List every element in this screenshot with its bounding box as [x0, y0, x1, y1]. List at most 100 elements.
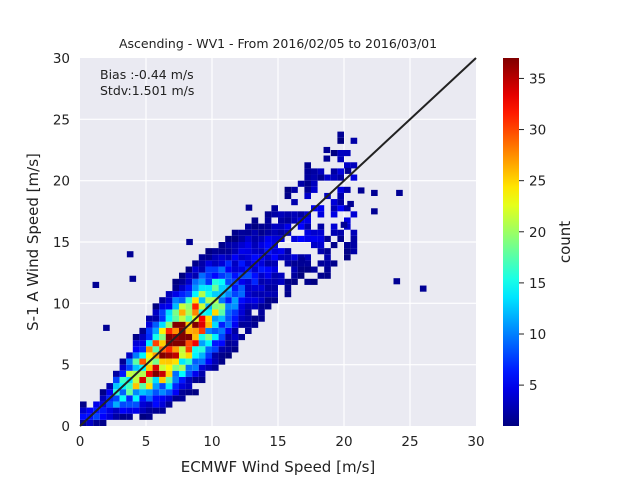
density-cell — [225, 242, 232, 249]
density-cell — [350, 242, 358, 249]
density-cell — [192, 346, 199, 353]
density-cell — [225, 235, 232, 242]
density-cell — [80, 413, 87, 420]
density-cell — [146, 395, 153, 402]
density-cell — [198, 254, 206, 261]
density-cell — [337, 186, 344, 193]
density-cell — [205, 364, 212, 371]
density-cell — [198, 352, 206, 359]
density-cell — [251, 284, 259, 292]
density-cell — [311, 186, 318, 193]
density-cell — [271, 260, 278, 267]
density-cell — [106, 389, 113, 396]
density-cell — [106, 413, 113, 420]
density-cell — [350, 211, 358, 218]
density-cell — [159, 401, 166, 408]
density-cell — [132, 346, 140, 353]
density-cell — [205, 346, 212, 353]
density-cell — [245, 248, 252, 255]
density-cell — [172, 340, 179, 347]
density-cell — [172, 321, 179, 328]
density-cell — [245, 284, 252, 292]
density-cell — [185, 370, 193, 377]
density-cell — [192, 364, 199, 371]
density-cell — [198, 370, 206, 377]
density-cell — [113, 401, 120, 408]
colorbar-ticks: 5 10 15 20 25 30 35 — [519, 71, 546, 394]
density-cell — [251, 254, 259, 261]
density-cell — [330, 199, 338, 206]
density-cell — [324, 248, 331, 255]
density-cell — [350, 229, 358, 236]
density-cell — [139, 327, 146, 334]
density-cell — [139, 334, 146, 341]
density-cell — [245, 327, 252, 334]
density-cell — [264, 303, 272, 310]
density-cell — [99, 419, 107, 426]
density-cell — [218, 248, 226, 255]
density-cell — [106, 401, 113, 408]
density-cell — [231, 315, 239, 322]
density-cell — [225, 303, 232, 310]
density-cell — [159, 297, 166, 304]
density-cell — [330, 174, 338, 181]
density-cell — [304, 254, 311, 261]
density-cell — [344, 186, 351, 193]
density-cell — [271, 278, 278, 285]
density-cell — [185, 291, 193, 298]
density-cell — [119, 395, 127, 402]
density-cell — [119, 413, 127, 420]
density-cell — [126, 383, 133, 390]
density-cell — [165, 401, 173, 408]
density-cell — [212, 309, 219, 316]
density-cell — [139, 340, 146, 347]
density-cell — [80, 401, 87, 408]
outlier-cell — [357, 187, 365, 194]
density-cell — [238, 278, 245, 285]
density-cell — [159, 315, 166, 322]
chart-title: Ascending - WV1 - From 2016/02/05 to 201… — [119, 36, 437, 51]
density-cell — [205, 315, 212, 322]
density-cell — [212, 334, 219, 341]
outlier-cell — [323, 155, 331, 162]
y-tick-label: 0 — [61, 419, 70, 435]
density-cell — [212, 278, 219, 285]
density-cell — [192, 340, 199, 347]
outlier-cell — [396, 189, 403, 196]
density-cell — [337, 131, 344, 138]
density-cell — [205, 284, 212, 292]
density-cell — [159, 303, 166, 310]
density-cell — [172, 370, 179, 377]
density-cell — [139, 389, 146, 396]
density-cell — [311, 242, 318, 249]
outlier-cell — [371, 189, 378, 196]
density-cell — [126, 389, 133, 396]
density-cell — [99, 389, 107, 396]
density-cell — [146, 389, 153, 396]
density-cell — [198, 321, 206, 328]
density-cell — [238, 334, 245, 341]
density-cell — [205, 266, 212, 273]
density-cell — [159, 352, 166, 359]
density-cell — [212, 321, 219, 328]
density-cell — [278, 278, 285, 285]
density-cell — [258, 315, 265, 322]
density-cell — [225, 334, 232, 341]
x-tick-label: 25 — [401, 434, 418, 450]
density-cell — [198, 327, 206, 334]
bias-annotation: Bias :-0.44 m/s — [100, 67, 194, 82]
density-cell — [205, 321, 212, 328]
density-cell — [113, 376, 120, 384]
density-cell — [278, 254, 285, 261]
density-cell — [225, 291, 232, 298]
x-tick-label: 20 — [335, 434, 352, 450]
density-cell — [291, 254, 298, 261]
density-cell — [251, 242, 259, 249]
density-cell — [192, 389, 199, 396]
density-cell — [172, 284, 179, 292]
density-cell — [330, 150, 338, 157]
density-cell — [218, 297, 226, 304]
density-cell — [297, 223, 305, 230]
density-cell — [264, 223, 272, 230]
density-cell — [139, 407, 146, 414]
